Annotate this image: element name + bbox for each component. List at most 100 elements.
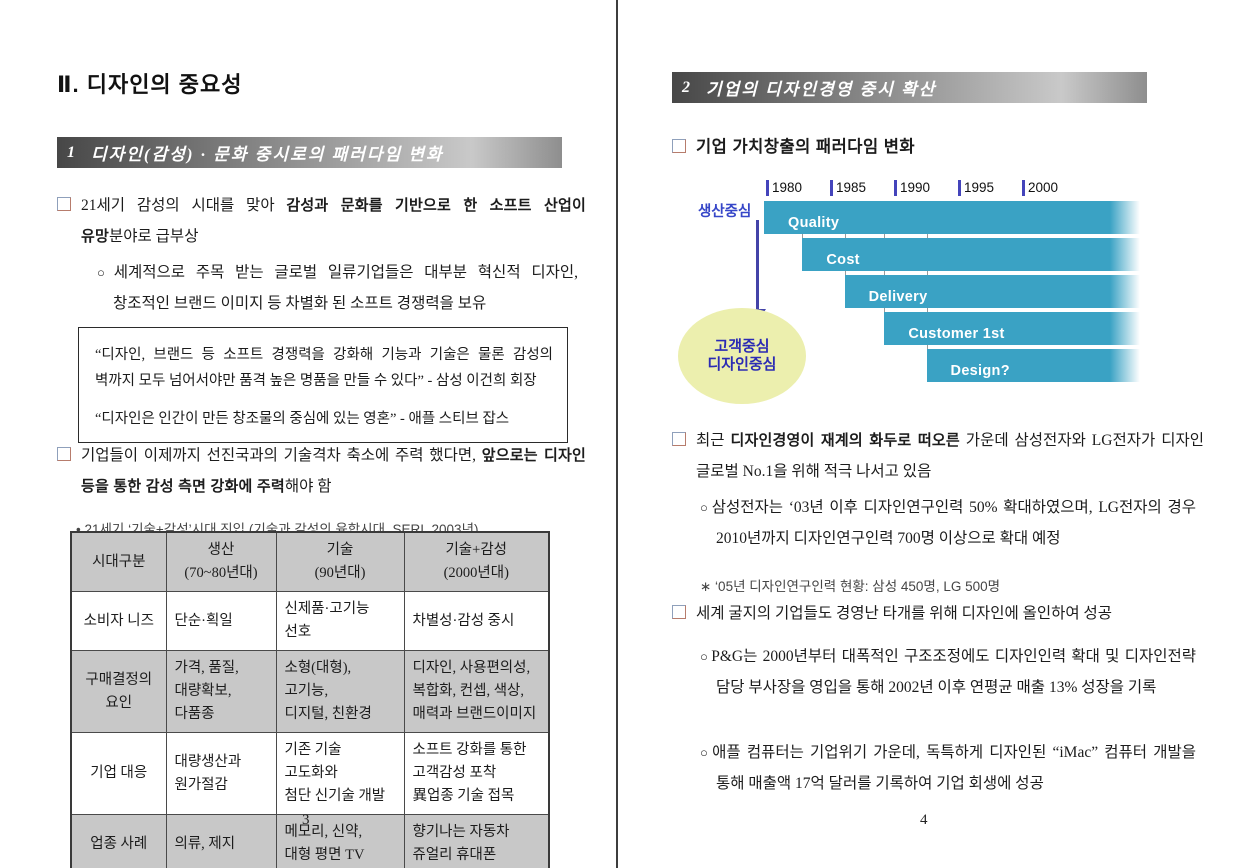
section-number: 1 [67, 143, 77, 161]
ellipse-line1: 고객중심 [714, 338, 770, 355]
table-cell: 단순·획일 [165, 591, 277, 651]
page-title: Ⅱ. 디자인의 중요성 [57, 71, 243, 97]
subparagraph-text: 세계적으로 주목 받는 글로벌 일류기업들은 대부분 혁신적 디자인, 창조적인… [113, 264, 578, 312]
gap-tick-icon [926, 345, 928, 349]
square-bullet-icon [672, 139, 686, 153]
table-cell: 향기나는 자동차 쥬얼리 휴대폰 [403, 814, 550, 868]
timeline-bar-customer-1st: Customer 1st [884, 312, 1140, 345]
table-cell: 소형(대형), 고기능, 디지털, 친환경 [275, 650, 405, 733]
gap-tick-icon [844, 271, 846, 275]
quote-lee-kun-hee: “디자인, 브랜드 등 소프트 경쟁력을 강화해 기능과 기술은 물론 감성의 … [95, 347, 554, 389]
table-cell: 기업 대응 [70, 732, 167, 815]
ellipse-line2: 디자인중심 [707, 356, 777, 373]
section-title: 디자인(감성) · 문화 중시로의 패러다임 변화 [91, 145, 444, 164]
section-2-header-bar: 2 기업의 디자인경영 중시 확산 [672, 72, 1147, 103]
year-tick-icon [1022, 180, 1025, 196]
circle-bullet-icon: ○ [700, 500, 710, 515]
paragraph-text: 최근 디자인경영이 재계의 화두로 떠오른 가운데 삼성전자와 LG전자가 디자… [696, 432, 1204, 480]
subparagraph-samsung-lg: ○ 삼성전자는 ‘03년 이후 디자인연구인력 50% 확대하였으며, LG전자의… [700, 492, 1196, 554]
quote-steve-jobs: “디자인은 인간이 만든 창조물의 중심에 있는 영혼” - 애플 스티브 잡스 [95, 411, 510, 427]
table-cell: 업종 사례 [70, 814, 167, 868]
year-tick-icon [830, 180, 833, 196]
year-tick-icon [894, 180, 897, 196]
paragraph-text: 세계 굴지의 기업들도 경영난 타개를 위해 디자인에 올인하여 성공 [696, 605, 1113, 622]
year-tick-label: 1985 [836, 180, 867, 195]
table-cell: 구매결정의 요인 [70, 650, 167, 733]
gap-tick-icon [884, 234, 886, 238]
year-tick-icon [766, 180, 769, 196]
year-tick-label: 1980 [772, 180, 803, 195]
paragraph-soft-industry: 21세기 감성의 시대를 맞아 감성과 문화를 기반으로 한 소프트 산업이 유… [57, 190, 586, 252]
circle-bullet-icon: ○ [97, 265, 112, 280]
table-cell: 소프트 강화를 통한 고객감성 포착 異업종 기술 접목 [403, 732, 550, 815]
gap-tick-icon [802, 234, 804, 238]
subparagraph-pg: ○ P&G는 2000년부터 대폭적인 구조조정에도 디자인인력 확대 및 디자인… [700, 641, 1196, 703]
circle-bullet-icon: ○ [700, 745, 711, 760]
table-cell: 소비자 니즈 [70, 591, 167, 651]
table-cell: 차별성·감성 중시 [403, 591, 550, 651]
table-header-cell: 기술 (90년대) [275, 531, 405, 592]
square-bullet-icon [57, 197, 71, 211]
production-centered-label: 생산중심 [698, 204, 752, 220]
section-title: 기업의 디자인경영 중시 확산 [706, 80, 937, 99]
subparagraph-text: P&G는 2000년부터 대폭적인 구조조정에도 디자인인력 확대 및 디자인전… [711, 648, 1196, 696]
bar-label: Quality [788, 215, 840, 231]
subparagraph-text: 애플 컴퓨터는 기업위기 가운데, 독특하게 디자인된 “iMac” 컴퓨터 개… [712, 744, 1196, 792]
paragraph-text: 21세기 감성의 시대를 맞아 감성과 문화를 기반으로 한 소프트 산업이 유… [81, 197, 586, 245]
timeline-bar-quality: Quality [764, 201, 1140, 234]
table-cell: 기존 기술 고도화와 첨단 신기술 개발 [275, 732, 405, 815]
gap-tick-icon [926, 234, 928, 238]
year-tick-label: 1995 [964, 180, 995, 195]
section-1-header-bar: 1 디자인(감성) · 문화 중시로의 패러다임 변화 [57, 137, 562, 168]
quote-box: “디자인, 브랜드 등 소프트 경쟁력을 강화해 기능과 기술은 물론 감성의 … [78, 327, 568, 443]
square-bullet-icon [672, 432, 686, 446]
bar-label: Customer 1st [908, 326, 1005, 342]
note-design-staff: ∗ ‘05년 디자인연구인력 현황: 삼성 450명, LG 500명 [700, 578, 1001, 594]
table-row: 구매결정의 요인 가격, 품질, 대량확보, 다품종 소형(대형), 고기능, 디지… [70, 650, 550, 733]
table-header-cell: 시대구분 [70, 531, 167, 592]
page-number-left: 3 [302, 812, 310, 828]
timeline-bar-cost: Cost [802, 238, 1140, 271]
timeline-bar-design-: Design? [926, 349, 1140, 382]
gap-tick-icon [884, 271, 886, 275]
table-cell: 메모리, 신약, 대형 평면 TV [275, 814, 405, 868]
section-number: 2 [682, 78, 692, 96]
customer-design-ellipse: 고객중심 디자인중심 [678, 308, 806, 404]
table-cell: 디자인, 사용편의성, 복합화, 컨셉, 색상, 매력과 브랜드이미지 [403, 650, 550, 733]
gap-tick-icon [844, 234, 846, 238]
square-bullet-icon [672, 605, 686, 619]
year-tick-label: 2000 [1028, 180, 1059, 195]
page-number-right: 4 [920, 812, 928, 828]
paragraph-world-firms: 세계 굴지의 기업들도 경영난 타개를 위해 디자인에 올인하여 성공 [672, 598, 1204, 629]
bar-label: Delivery [868, 289, 928, 305]
bar-label: Cost [826, 252, 860, 268]
page-divider [616, 0, 618, 868]
era-comparison-table: 시대구분 생산 (70~80년대) 기술 (90년대) 기술+감성 (2000년대) … [70, 531, 550, 868]
table-cell: 가격, 품질, 대량확보, 다품종 [165, 650, 277, 733]
subparagraph-text: 삼성전자는 ‘03년 이후 디자인연구인력 50% 확대하였으며, LG전자의 … [711, 499, 1196, 547]
circle-bullet-icon: ○ [700, 649, 710, 664]
year-tick-icon [958, 180, 961, 196]
heading-text: 기업 가치창출의 패러다임 변화 [696, 138, 916, 156]
gap-tick-icon [926, 271, 928, 275]
table-row: 소비자 니즈 단순·획일 신제품·고기능 선호 차별성·감성 중시 [70, 591, 550, 651]
gap-tick-icon [884, 308, 886, 312]
timeline-bar-delivery: Delivery [844, 275, 1140, 308]
table-header-row: 시대구분 생산 (70~80년대) 기술 (90년대) 기술+감성 (2000년대) [70, 531, 550, 592]
paragraph-design-management: 최근 디자인경영이 재계의 화두로 떠오른 가운데 삼성전자와 LG전자가 디자… [672, 425, 1204, 487]
table-header-cell: 기술+감성 (2000년대) [403, 531, 550, 592]
table-cell: 신제품·고기능 선호 [275, 591, 405, 651]
subparagraph-apple: ○ 애플 컴퓨터는 기업위기 가운데, 독특하게 디자인된 “iMac” 컴퓨터 … [700, 737, 1196, 799]
bar-label: Design? [950, 363, 1010, 379]
heading-value-paradigm: 기업 가치창출의 패러다임 변화 [672, 133, 915, 157]
year-tick-label: 1990 [900, 180, 931, 195]
paragraph-tech-gap: 기업들이 이제까지 선진국과의 기술격차 축소에 주력 했다면, 앞으로는 디자… [57, 440, 586, 502]
table-cell: 의류, 제지 [165, 814, 277, 868]
table-row: 업종 사례 의류, 제지 메모리, 신약, 대형 평면 TV 향기나는 자동차 쥬얼리… [70, 814, 550, 868]
table-cell: 대량생산과 원가절감 [165, 732, 277, 815]
table-header-cell: 생산 (70~80년대) [165, 531, 277, 592]
table-row: 기업 대응 대량생산과 원가절감 기존 기술 고도화와 첨단 신기술 개발 소프트 강… [70, 732, 550, 815]
paragraph-text: 기업들이 이제까지 선진국과의 기술격차 축소에 주력 했다면, 앞으로는 디자… [81, 447, 586, 495]
down-arrow-icon [756, 220, 759, 310]
